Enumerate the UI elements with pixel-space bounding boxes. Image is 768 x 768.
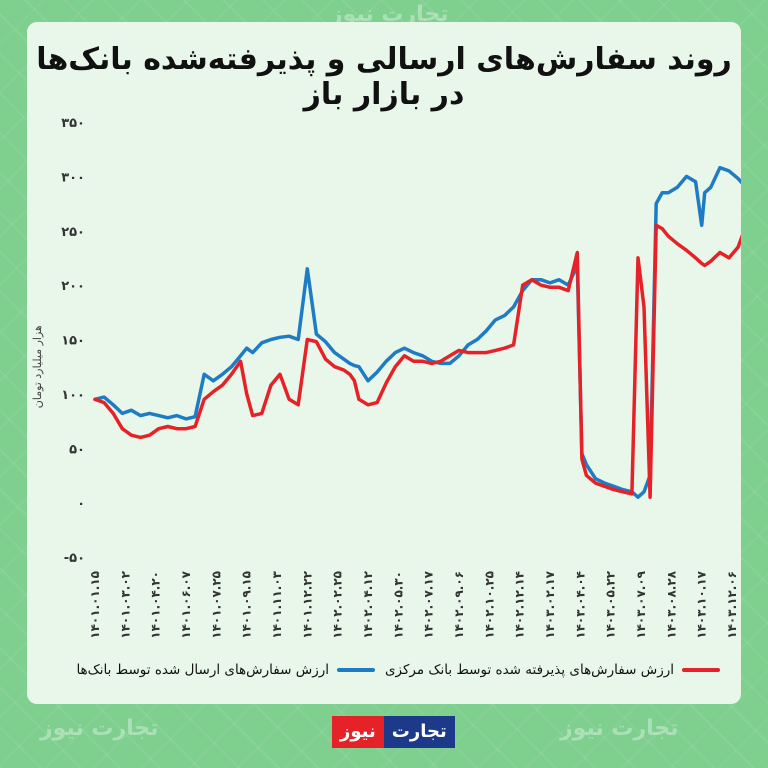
- y-tick-label: ۵۰: [69, 442, 85, 457]
- watermark: تجارت نیوز: [40, 716, 159, 741]
- legend: ارزش سفارش‌های پذیرفته شده توسط بانک مرک…: [60, 662, 720, 686]
- brand-logo: تجارت نیوز: [332, 716, 455, 748]
- x-tick-label: ۱۴۰۲.۰۲.۲۵: [331, 571, 345, 639]
- legend-item-red: ارزش سفارش‌های پذیرفته شده توسط بانک مرک…: [385, 662, 720, 678]
- x-tick-label: ۱۴۰۳.۱۲.۰۶: [725, 571, 739, 639]
- x-tick-label: ۱۴۰۳.۰۴.۰۴: [573, 571, 587, 639]
- x-tick-label: ۱۴۰۱.۰۹.۱۵: [240, 571, 254, 639]
- legend-swatch-blue: [337, 668, 375, 672]
- y-axis-label: هزار میلیارد تومان: [31, 325, 44, 408]
- x-tick-label: ۱۴۰۱.۰۳.۰۲: [118, 570, 132, 638]
- watermark: تجارت نیوز: [560, 716, 679, 741]
- y-tick-label: ۱۵۰: [61, 334, 85, 349]
- x-tick-label: ۱۴۰۳.۰۵.۲۲: [604, 570, 618, 638]
- x-tick-label: ۱۴۰۱.۰۴.۲۰: [149, 571, 163, 639]
- y-tick-label: ۲۵۰: [61, 225, 85, 240]
- brand-word-2: نیوز: [332, 716, 384, 748]
- x-tick-label: ۱۴۰۱.۰۶.۰۷: [179, 570, 193, 638]
- x-tick-label: ۱۴۰۱.۱۱.۰۳: [270, 570, 284, 638]
- x-tick-label: ۱۴۰۳.۰۲.۱۷: [543, 570, 557, 638]
- legend-label-red: ارزش سفارش‌های پذیرفته شده توسط بانک مرک…: [384, 662, 674, 678]
- chart-title: روند سفارش‌های ارسالی و پذیرفته‌شده بانک…: [36, 42, 732, 112]
- x-tick-label: ۱۴۰۲.۱۰.۲۵: [482, 571, 496, 639]
- x-tick-label: ۱۴۰۱.۰۷.۲۵: [209, 571, 223, 639]
- brand-word-1: تجارت: [383, 716, 455, 748]
- y-tick-label: ۳۰۰: [61, 170, 85, 185]
- legend-label-blue: ارزش سفارش‌های ارسال شده توسط بانک‌ها: [76, 662, 329, 678]
- legend-item-blue: ارزش سفارش‌های ارسال شده توسط بانک‌ها: [76, 662, 375, 678]
- x-tick-label: ۱۴۰۳.۰۷.۰۹: [634, 570, 648, 638]
- x-tick-label: ۱۴۰۲.۰۴.۱۲: [361, 570, 375, 638]
- x-tick-label: ۱۴۰۲.۰۵.۳۰: [391, 571, 405, 639]
- line-chart: -۵۰ ۰ ۵۰ ۱۰۰ ۱۵۰ ۲۰۰ ۲۵۰ ۳۰۰ ۳۵۰ هزار میلیارد توم…: [31, 116, 741, 639]
- x-tick-label: ۱۴۰۲.۱۲.۱۴: [513, 571, 527, 639]
- x-tick-label: ۱۴۰۱.۰۱.۱۵: [88, 571, 102, 639]
- y-tick-label: ۰: [77, 497, 85, 512]
- y-tick-label: -۵۰: [64, 551, 85, 566]
- x-tick-label: ۱۴۰۳.۱۰.۱۷: [695, 570, 709, 638]
- series-line-red: [93, 223, 741, 499]
- x-tick-label: ۱۴۰۲.۰۹.۰۶: [452, 571, 466, 639]
- legend-swatch-red: [682, 668, 720, 672]
- x-tick-label: ۱۴۰۱.۱۲.۲۲: [300, 570, 314, 638]
- y-tick-label: ۱۰۰: [61, 388, 85, 403]
- y-tick-label: ۲۰۰: [61, 279, 85, 294]
- y-tick-label: ۳۵۰: [61, 116, 85, 131]
- x-tick-label: ۱۴۰۲.۰۷.۱۷: [422, 570, 436, 638]
- x-tick-label: ۱۴۰۳.۰۸.۲۸: [664, 570, 678, 638]
